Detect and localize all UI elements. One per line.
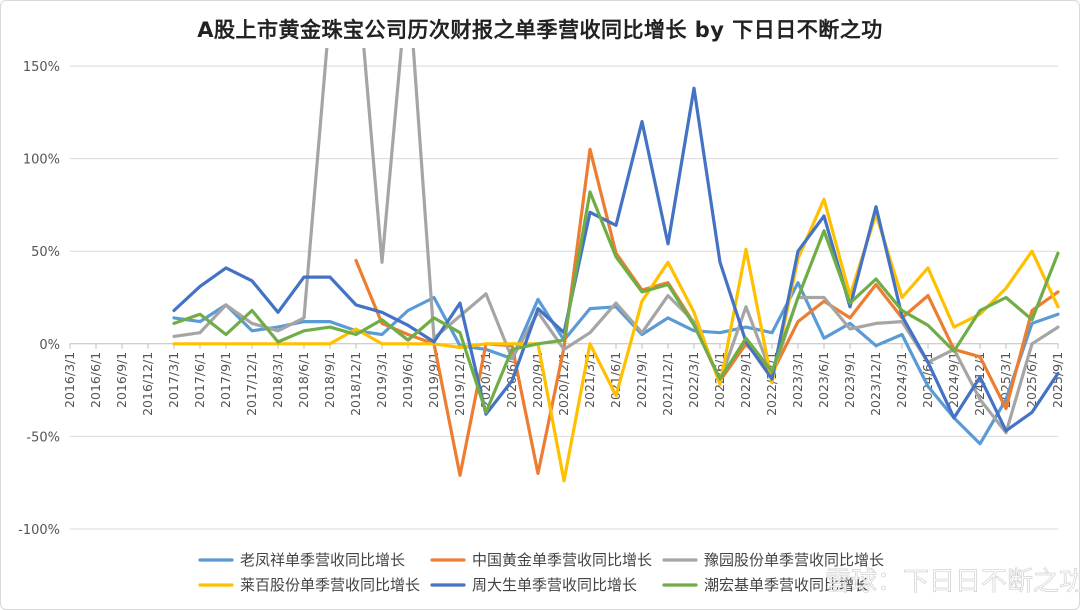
- x-tick-label: 2017/3/1: [166, 352, 181, 408]
- legend-label: 潮宏基单季营收同比增长: [704, 576, 869, 594]
- y-tick-label: 150%: [23, 60, 60, 75]
- y-tick-label: 0%: [39, 338, 60, 353]
- x-tick-label: 2019/12/1: [452, 352, 467, 416]
- x-tick-label: 2024/12/1: [972, 352, 987, 416]
- x-tick-label: 2019/3/1: [374, 352, 389, 408]
- x-tick-label: 2023/12/1: [868, 352, 883, 416]
- y-tick-label: -100%: [18, 523, 60, 538]
- x-tick-label: 2018/9/1: [322, 352, 337, 408]
- x-tick-label: 2017/12/1: [244, 352, 259, 416]
- y-axis: 150% 100% 50% 0% -50% -100%: [18, 60, 60, 538]
- x-tick-label: 2018/3/1: [270, 352, 285, 408]
- x-tick-label: 2017/6/1: [192, 352, 207, 408]
- x-tick-label: 2023/6/1: [816, 352, 831, 408]
- x-tick-label: 2016/6/1: [88, 352, 103, 408]
- x-tick-label: 2017/9/1: [218, 352, 233, 408]
- series-layer: [172, 48, 1060, 483]
- x-tick-label: 2020/12/1: [556, 352, 571, 416]
- x-tick-label: 2023/9/1: [842, 352, 857, 408]
- legend-label: 豫园股份单季营收同比增长: [704, 551, 884, 569]
- x-tick-label: 2019/6/1: [400, 352, 415, 408]
- x-tick-label: 2018/12/1: [348, 352, 363, 416]
- y-tick-label: 50%: [31, 245, 60, 260]
- series-line-3: [172, 48, 1060, 435]
- watermark-text: 雪球：下日日不断之功: [825, 567, 1080, 597]
- x-tick-label: 2024/9/1: [946, 352, 961, 408]
- series-line-4: [172, 197, 1060, 483]
- legend-label: 莱百股份单季营收同比增长: [240, 576, 420, 594]
- x-tick-label: 2024/3/1: [894, 352, 909, 408]
- x-tick-label: 2025/9/1: [1050, 352, 1065, 408]
- chart-title: A股上市黄金珠宝公司历次财报之单季营收同比增长 by 下日日不断之功: [197, 18, 883, 42]
- legend: 老凤祥单季营收同比增长 中国黄金单季营收同比增长 豫园股份单季营收同比增长莱百股份单…: [198, 551, 884, 594]
- x-tick-label: 2021/12/1: [660, 352, 675, 416]
- y-tick-label: 100%: [23, 153, 60, 168]
- legend-label: 周大生单季营收同比增长: [472, 576, 637, 594]
- series-line-1: [172, 281, 1060, 446]
- legend-label: 中国黄金单季营收同比增长: [472, 551, 652, 569]
- x-tick-label: 2025/6/1: [1024, 352, 1039, 408]
- x-tick-label: 2016/3/1: [62, 352, 77, 408]
- x-tick-label: 2020/9/1: [530, 352, 545, 408]
- x-tick-label: 2022/3/1: [686, 352, 701, 408]
- y-tick-label: -50%: [26, 430, 60, 445]
- legend-label: 老凤祥单季营收同比增长: [240, 551, 405, 569]
- series-line-5: [172, 86, 1060, 433]
- x-tick-label: 2023/3/1: [790, 352, 805, 408]
- x-tick-label: 2021/9/1: [634, 352, 649, 408]
- x-tick-label: 2018/6/1: [296, 352, 311, 408]
- x-tick-label: 2022/9/1: [738, 352, 753, 408]
- x-tick-label: 2021/6/1: [608, 352, 623, 408]
- x-tick-label: 2016/12/1: [140, 352, 155, 416]
- series-line-6: [172, 190, 1060, 414]
- grid-layer: [70, 65, 1058, 530]
- x-tick-label: 2016/9/1: [114, 352, 129, 408]
